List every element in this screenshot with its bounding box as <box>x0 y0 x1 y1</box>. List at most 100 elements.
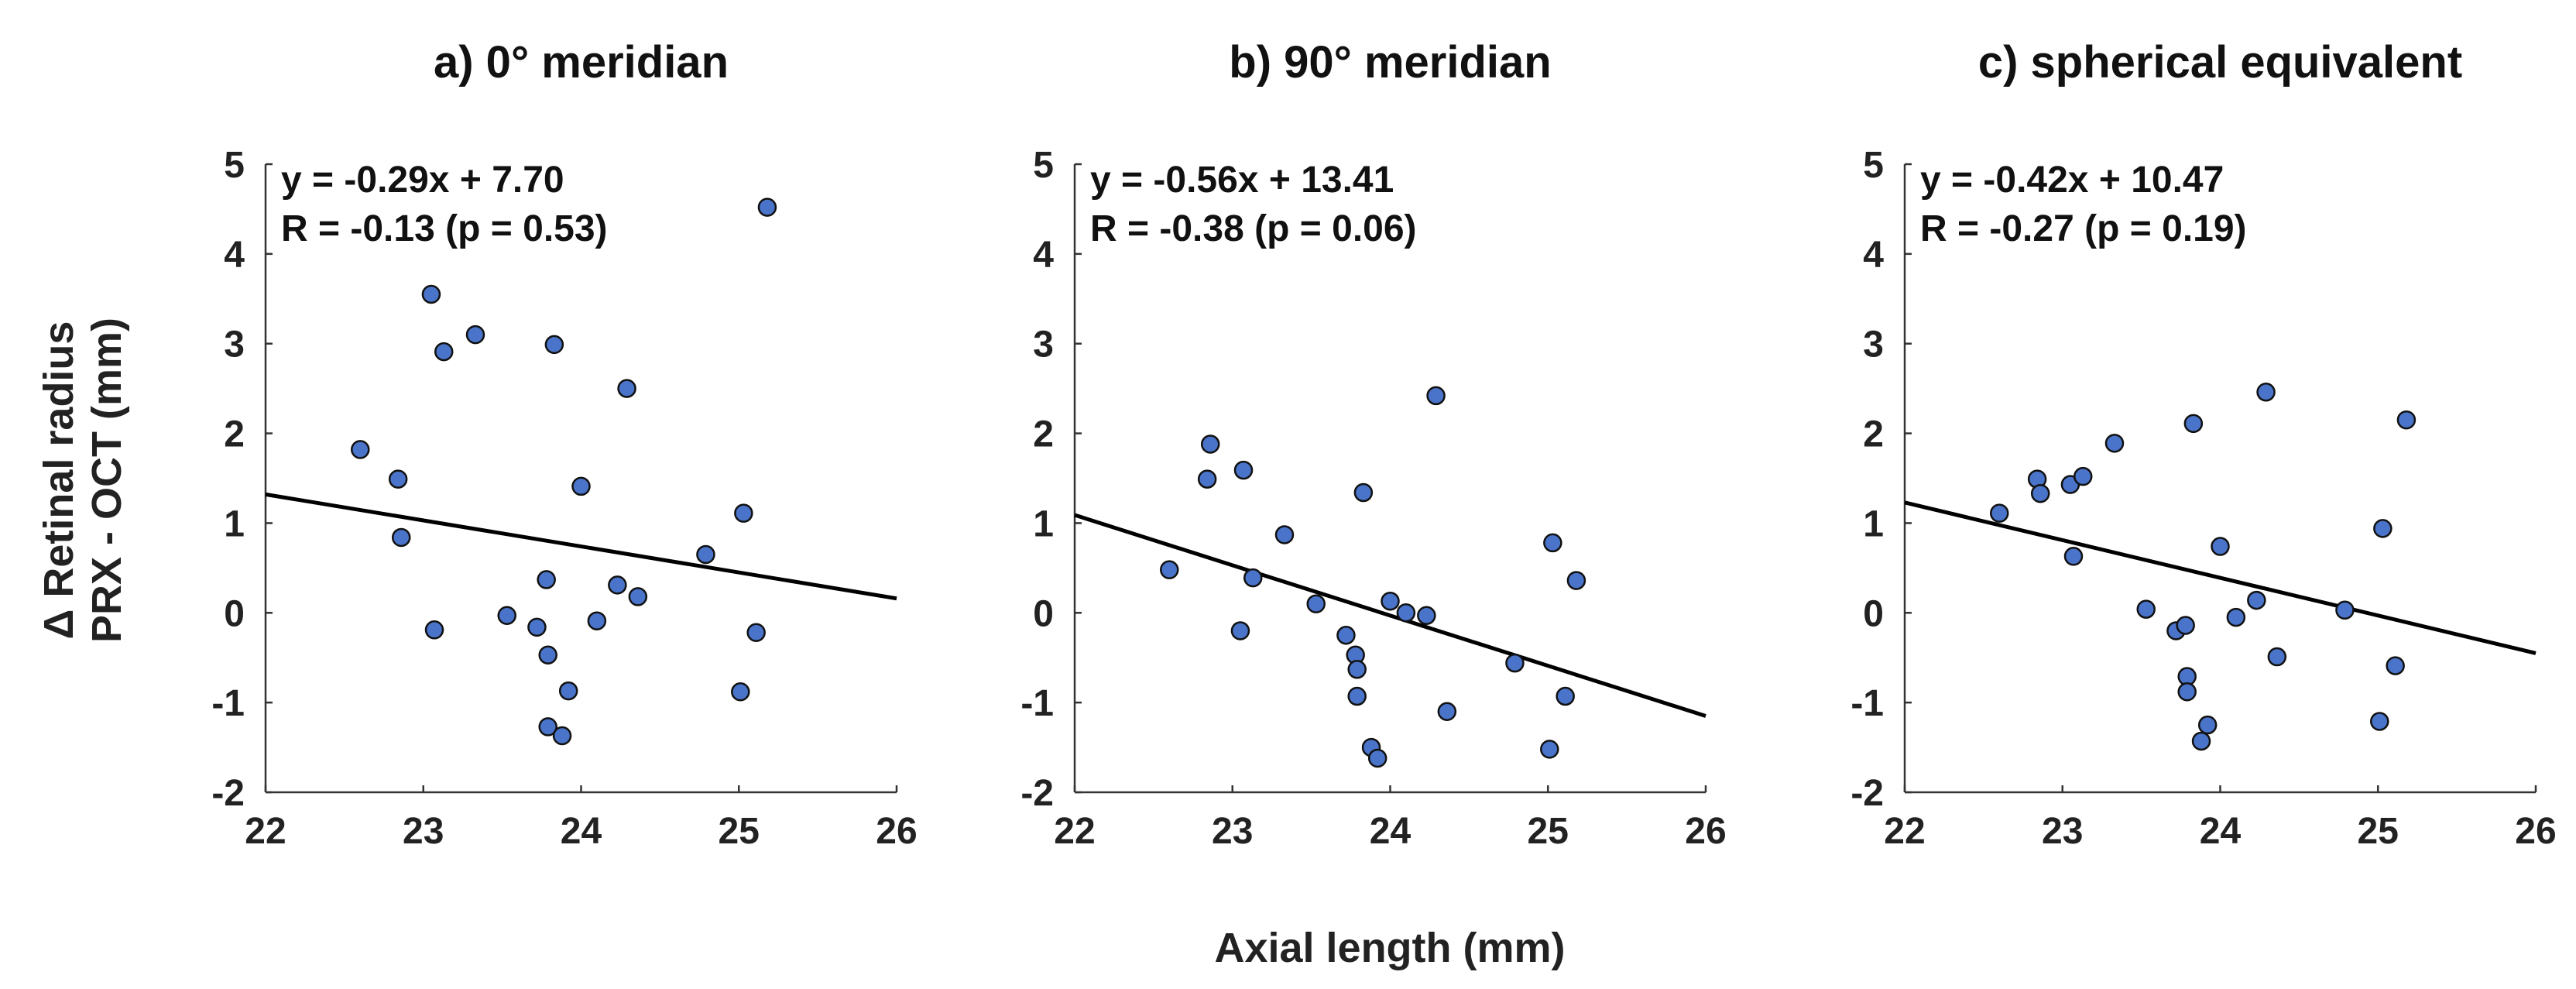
panel-a-x-tick-label: 24 <box>561 811 602 852</box>
panel-c-data-point <box>2073 466 2093 486</box>
panel-b-title: b) 90° meridian <box>1229 37 1551 88</box>
panel-c-data-point <box>2063 547 2084 566</box>
panel-b-x-tick-label: 22 <box>1054 811 1095 852</box>
panel-b-data-point <box>1381 591 1400 611</box>
panel-c-data-point <box>2030 483 2050 503</box>
panel-c-data-point <box>2386 656 2405 675</box>
panel-a-data-point <box>552 726 572 746</box>
y-axis-label: Δ Retinal radius PRX - OCT (mm) <box>36 318 130 643</box>
panel-a-data-point <box>544 335 564 355</box>
panel-c-data-point <box>2370 712 2389 731</box>
panel-b-x-tick-label: 25 <box>1528 811 1569 852</box>
panel-a-data-point <box>587 611 607 630</box>
panel-a-data-point <box>537 570 556 589</box>
panel-b-stats: R = -0.38 (p = 0.06) <box>1090 208 1417 249</box>
panel-b-data-point <box>1437 702 1457 721</box>
panel-c-data-point <box>2197 715 2218 735</box>
panel-c-x-tick-label: 23 <box>2042 811 2083 852</box>
panel-a-title: a) 0° meridian <box>434 37 729 88</box>
panel-a-regression-line <box>265 492 897 601</box>
panel-c-x-tick-label: 26 <box>2515 811 2556 852</box>
panel-b-data-point <box>1353 482 1374 503</box>
panel-b-data-point <box>1197 469 1217 489</box>
panel-b-data-point <box>1505 653 1525 673</box>
panel-b-data-point <box>1540 740 1559 759</box>
panel-a-y-tick-label: 3 <box>224 325 245 366</box>
panel-c-data-point <box>2267 647 2287 667</box>
panel-c-data-point <box>2104 434 2125 453</box>
panel-b-equation: y = -0.56x + 13.41 <box>1090 160 1394 201</box>
panel-c-data-point <box>2335 600 2355 620</box>
panel-a-data-point <box>696 544 715 565</box>
panel-a-y-tick-label: 4 <box>224 235 245 276</box>
panel-b-y-tick-label: 5 <box>1033 145 1054 186</box>
panel-b-data-point <box>1347 686 1367 706</box>
panel-b-data-point <box>1556 686 1575 706</box>
panel-c-data-point <box>2211 537 2230 556</box>
panel-b-y-tick-label: -2 <box>1020 773 1054 814</box>
panel-c-y-tick-label: 1 <box>1863 503 1884 544</box>
panel-b-data-point <box>1347 660 1367 679</box>
panel-c-y-tick-label: 2 <box>1863 414 1884 455</box>
panel-b-data-point <box>1243 568 1263 588</box>
panel-c-data-point <box>2396 410 2417 430</box>
panel-a-data-point <box>731 682 750 702</box>
panel-a-data-point <box>497 606 516 626</box>
panel-b-data-point <box>1367 748 1387 768</box>
panel-a-y-tick-label: -2 <box>211 773 245 814</box>
panel-b-y-tick-label: -1 <box>1020 683 1054 724</box>
panel-c-data-point <box>1990 503 2009 523</box>
panel-a-data-point <box>558 681 578 701</box>
panel-a-data-point <box>421 284 441 304</box>
panel-c-data-point <box>2176 616 2195 635</box>
panel-b-regression-line <box>1074 513 1706 718</box>
panel-c-regression-line <box>1904 500 2537 655</box>
panel-a-y-tick-label: 2 <box>224 414 245 455</box>
panel-a-data-point <box>571 476 591 496</box>
panel-a-x-tick-label: 26 <box>876 811 917 852</box>
panel-b-data-point <box>1230 621 1250 640</box>
panel-a-data-point <box>538 717 557 737</box>
panel-c-title: c) spherical equivalent <box>1978 37 2462 88</box>
panel-b-y-tick-label: 4 <box>1033 235 1054 276</box>
panel-b-x-tick-label: 26 <box>1685 811 1726 852</box>
panel-b-x-tick-label: 24 <box>1370 811 1411 852</box>
panel-b-y-tick-label: 0 <box>1033 593 1054 634</box>
panel-c-y-tick-label: 5 <box>1863 145 1884 186</box>
panel-b-data-point <box>1233 460 1254 480</box>
panel-c-y-tick-label: 3 <box>1863 325 1884 366</box>
panel-c-data-point <box>2226 607 2246 627</box>
panel-b-data-point <box>1200 434 1220 454</box>
panel-a-data-point <box>351 440 370 459</box>
panel-c-x-tick-label: 25 <box>2358 811 2399 852</box>
panel-c-x-tick-label: 22 <box>1884 811 1925 852</box>
panel-b-data-point <box>1396 603 1416 623</box>
panel-c-x-tick-label: 24 <box>2200 811 2242 852</box>
panel-c-data-point <box>2256 383 2276 402</box>
panel-b-data-point <box>1306 594 1326 613</box>
panel-c: c) spherical equivalent 5 4 3 2 1 0 -1 -222 23 24 2… <box>1851 37 2556 852</box>
panel-a-y-tick-label: 5 <box>224 145 245 186</box>
panel-a-data-point <box>388 469 408 489</box>
panel-a-data-point <box>538 645 557 664</box>
panel-a-data-point <box>734 503 753 523</box>
panel-a-data-point <box>527 617 547 637</box>
panel-b: b) 90° meridian 5 4 3 2 1 0 -1 -222 23 24 25 26 y = -… <box>1020 37 1726 852</box>
y-axis-label-line-1: Δ Retinal radius <box>36 321 82 640</box>
panel-a-x-tick-label: 23 <box>403 811 444 852</box>
panel-b-data-point <box>1336 626 1356 645</box>
y-axis-label-line-2: PRX - OCT (mm) <box>84 318 130 643</box>
panel-b-y-tick-label: 3 <box>1033 325 1054 366</box>
panel-a-data-point <box>465 325 485 345</box>
panel-a-data-point <box>391 527 411 548</box>
panel-c-equation: y = -0.42x + 10.47 <box>1920 160 2224 201</box>
panel-a-y-tick-label: -1 <box>211 683 245 724</box>
panel-a-data-point <box>608 575 627 595</box>
panel-b-data-point <box>1417 606 1436 626</box>
panel-c-y-tick-label: -1 <box>1851 683 1884 724</box>
panel-c-data-point <box>2136 599 2156 619</box>
panel-a-data-point <box>617 379 636 398</box>
panel-b-data-point <box>1160 560 1179 579</box>
panel-b-data-point <box>1543 533 1562 553</box>
panel-a-y-tick-label: 0 <box>224 593 245 634</box>
